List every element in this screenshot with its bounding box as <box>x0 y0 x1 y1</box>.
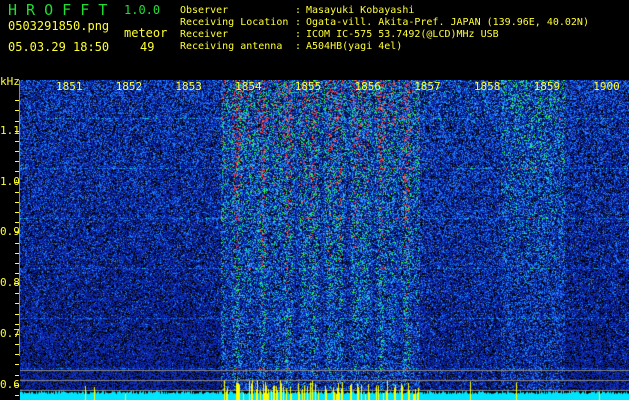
y-tick-mark <box>15 324 19 325</box>
y-tick-mark <box>15 222 19 223</box>
info-label: Observer <box>180 5 229 16</box>
y-tick-mark <box>15 243 19 244</box>
x-tick-label: 1854 <box>235 80 262 93</box>
spectrogram <box>20 80 629 400</box>
info-value: Masayuki Kobayashi <box>306 5 415 16</box>
y-tick-mark <box>15 182 19 183</box>
y-axis-label: kHz <box>0 75 20 88</box>
info-value: ICOM IC-575 53.7492(@LCD)MHz USB <box>306 29 499 40</box>
y-tick-label: 1.0 <box>0 175 20 188</box>
y-tick-mark <box>15 385 19 386</box>
datetime: 05.03.29 18:50 <box>8 40 110 54</box>
y-tick-mark <box>15 273 19 274</box>
x-tick-label: 1859 <box>533 80 561 93</box>
y-tick-mark <box>15 303 19 304</box>
y-tick-mark <box>15 110 19 111</box>
y-tick-label: 0.6 <box>0 378 20 391</box>
info-sep: : <box>295 29 302 40</box>
x-tick-label: 1858 <box>473 80 501 93</box>
y-tick-label: 0.7 <box>0 327 20 340</box>
x-tick-label: 1853 <box>175 80 202 93</box>
info-sep: : <box>295 41 302 52</box>
y-tick-mark <box>15 171 19 172</box>
y-tick-mark <box>15 263 19 264</box>
app-version: 1.0.0 <box>124 3 161 17</box>
y-tick-mark <box>15 192 19 193</box>
y-tick-mark <box>15 395 19 396</box>
y-tick-mark <box>15 202 19 203</box>
x-tick-label: 1851 <box>56 80 83 93</box>
info-sep: : <box>295 17 302 28</box>
x-tick-label: 1855 <box>294 80 322 93</box>
y-tick-label: 1.1 <box>0 124 20 137</box>
y-tick-mark <box>15 293 19 294</box>
y-tick-mark <box>15 100 19 101</box>
x-tick-label: 1857 <box>414 80 441 93</box>
y-axis-line <box>19 80 20 356</box>
y-tick-mark <box>15 375 19 376</box>
y-tick-mark <box>15 131 19 132</box>
info-value: Ogata-vill. Akita-Pref. JAPAN (139.96E, … <box>306 17 589 28</box>
y-tick-mark <box>15 283 19 284</box>
meteor-count: 49 <box>140 40 155 54</box>
y-tick-mark <box>15 212 19 213</box>
y-tick-mark <box>15 344 19 345</box>
y-tick-mark <box>15 232 19 233</box>
y-tick-mark <box>15 364 19 365</box>
y-tick-label: 0.9 <box>0 225 20 238</box>
meteor-label: meteor <box>124 26 168 40</box>
y-tick-mark <box>15 314 19 315</box>
y-tick-mark <box>15 334 19 335</box>
info-value: A504HB(yagi 4el) <box>306 41 403 52</box>
info-label: Receiving antenna <box>180 41 283 52</box>
x-tick-label: 1900 <box>593 80 620 93</box>
y-tick-mark <box>15 121 19 122</box>
info-label: Receiver <box>180 29 229 40</box>
y-tick-mark <box>15 161 19 162</box>
y-tick-mark <box>15 253 19 254</box>
x-tick-label: 1856 <box>354 80 382 93</box>
app-name: H R O F F T <box>8 1 108 19</box>
filename: 0503291850.png <box>8 19 110 33</box>
x-tick-label: 1852 <box>115 80 143 93</box>
y-tick-mark <box>15 151 19 152</box>
y-tick-label: 0.8 <box>0 276 20 289</box>
y-tick-mark <box>15 354 19 355</box>
info-sep: : <box>295 5 302 16</box>
y-tick-mark <box>15 141 19 142</box>
info-label: Receiving Location <box>180 17 289 28</box>
